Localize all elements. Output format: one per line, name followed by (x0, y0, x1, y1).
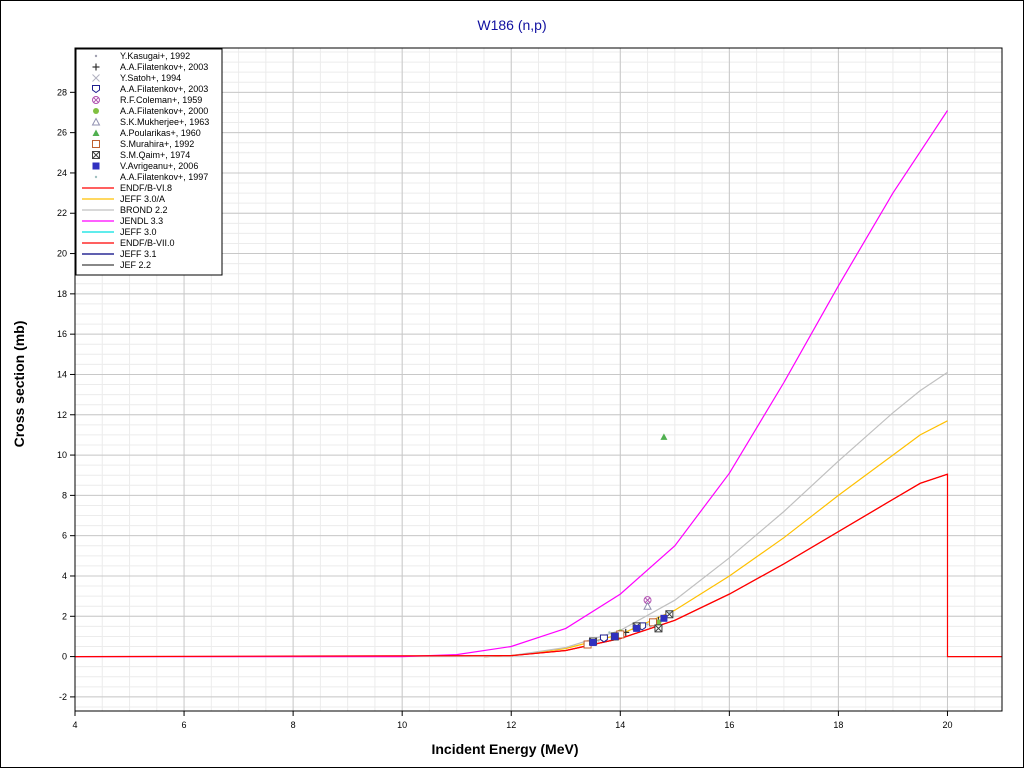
y-tick-label: 2 (62, 611, 67, 621)
y-tick-label: 28 (57, 87, 67, 97)
y-tick-label: 18 (57, 289, 67, 299)
y-tick-label: 6 (62, 531, 67, 541)
legend-marker (92, 129, 100, 136)
legend-marker (92, 74, 100, 82)
legend-label: BROND 2.2 (120, 205, 168, 215)
legend-marker (92, 140, 100, 148)
y-tick-label: 26 (57, 128, 67, 138)
x-tick-label: 8 (291, 720, 296, 730)
data-point (665, 610, 674, 619)
data-point (589, 638, 597, 646)
data-point (643, 601, 652, 610)
y-tick-label: 24 (57, 168, 67, 178)
series-line (74, 473, 948, 658)
y-axis-label: Cross section (mb) (11, 321, 27, 448)
y-tick-label: 0 (62, 652, 67, 662)
plot-border (74, 47, 1003, 712)
x-tick-label: 20 (942, 720, 952, 730)
legend-marker (92, 162, 100, 170)
data-point (649, 618, 658, 627)
legend-marker (92, 63, 100, 71)
legend-marker (91, 117, 101, 126)
y-tick-label: -2 (59, 692, 67, 702)
legend-label: S.Murahira+, 1992 (120, 139, 194, 149)
legend-marker (92, 151, 100, 159)
data-point (599, 634, 608, 643)
series-line (483, 420, 948, 658)
x-tick-label: 10 (397, 720, 407, 730)
y-tick-label: 22 (57, 208, 67, 218)
y-tick-label: 4 (62, 571, 67, 581)
legend-label: ENDF/B-VI.8 (120, 183, 172, 193)
data-point (660, 433, 668, 440)
y-tick-label: 16 (57, 329, 67, 339)
legend-label: Y.Satoh+, 1994 (120, 73, 181, 83)
legend-marker (94, 54, 98, 58)
y-tick-label: 10 (57, 450, 67, 460)
x-tick-label: 12 (506, 720, 516, 730)
legend-label: A.A.Filatenkov+, 2003 (120, 84, 208, 94)
legend-label: A.Poularikas+, 1960 (120, 128, 201, 138)
x-tick-label: 14 (615, 720, 625, 730)
x-tick-label: 16 (724, 720, 734, 730)
legend-label: Y.Kasugai+, 1992 (120, 51, 190, 61)
data-point (646, 623, 649, 626)
y-tick-label: 8 (62, 490, 67, 500)
legend-label: JEFF 3.0/A (120, 194, 165, 204)
x-tick-label: 6 (182, 720, 187, 730)
markers-layer (583, 433, 674, 649)
legend-label: A.A.Filatenkov+, 2000 (120, 106, 208, 116)
x-axis-label: Incident Energy (MeV) (431, 741, 578, 757)
y-tick-label: 12 (57, 410, 67, 420)
data-point (633, 624, 641, 632)
data-point (608, 631, 611, 634)
chart-title: W186 (n,p) (477, 17, 546, 33)
axes: 4 6 8 10 12 14 16 18 20-202468101214161820222426… (57, 47, 1003, 730)
y-tick-label: 14 (57, 369, 67, 379)
y-tick-label: 20 (57, 249, 67, 259)
legend-marker (94, 175, 98, 179)
series-line (75, 110, 949, 658)
data-point (611, 632, 619, 640)
x-tick-label: 4 (72, 720, 77, 730)
legend-label: ENDF/B-VII.0 (120, 238, 175, 248)
legend-label: A.A.Filatenkov+, 2003 (120, 62, 208, 72)
series-line (483, 371, 948, 658)
legend-label: S.K.Mukherjee+, 1963 (120, 117, 209, 127)
legend-label: JEFF 3.1 (120, 249, 157, 259)
data-point (668, 611, 671, 614)
legend-label: JEF 2.2 (120, 260, 151, 270)
legend-label: A.A.Filatenkov+, 1997 (120, 172, 208, 182)
legend-label: R.F.Coleman+, 1959 (120, 95, 202, 105)
data-point (597, 639, 600, 642)
series-layer (74, 110, 1002, 658)
legend-marker (92, 85, 100, 94)
data-point (654, 624, 663, 633)
legend-box (75, 48, 223, 276)
legend-label: JENDL 3.3 (120, 216, 163, 226)
legend-label: V.Avrigeanu+, 2006 (120, 161, 198, 171)
x-tick-label: 18 (833, 720, 843, 730)
legend-label: S.M.Qaim+, 1974 (120, 150, 190, 160)
data-point (660, 614, 668, 622)
legend-marker (93, 108, 99, 114)
legend-label: JEFF 3.0 (120, 227, 157, 237)
legend-marker (92, 96, 100, 104)
